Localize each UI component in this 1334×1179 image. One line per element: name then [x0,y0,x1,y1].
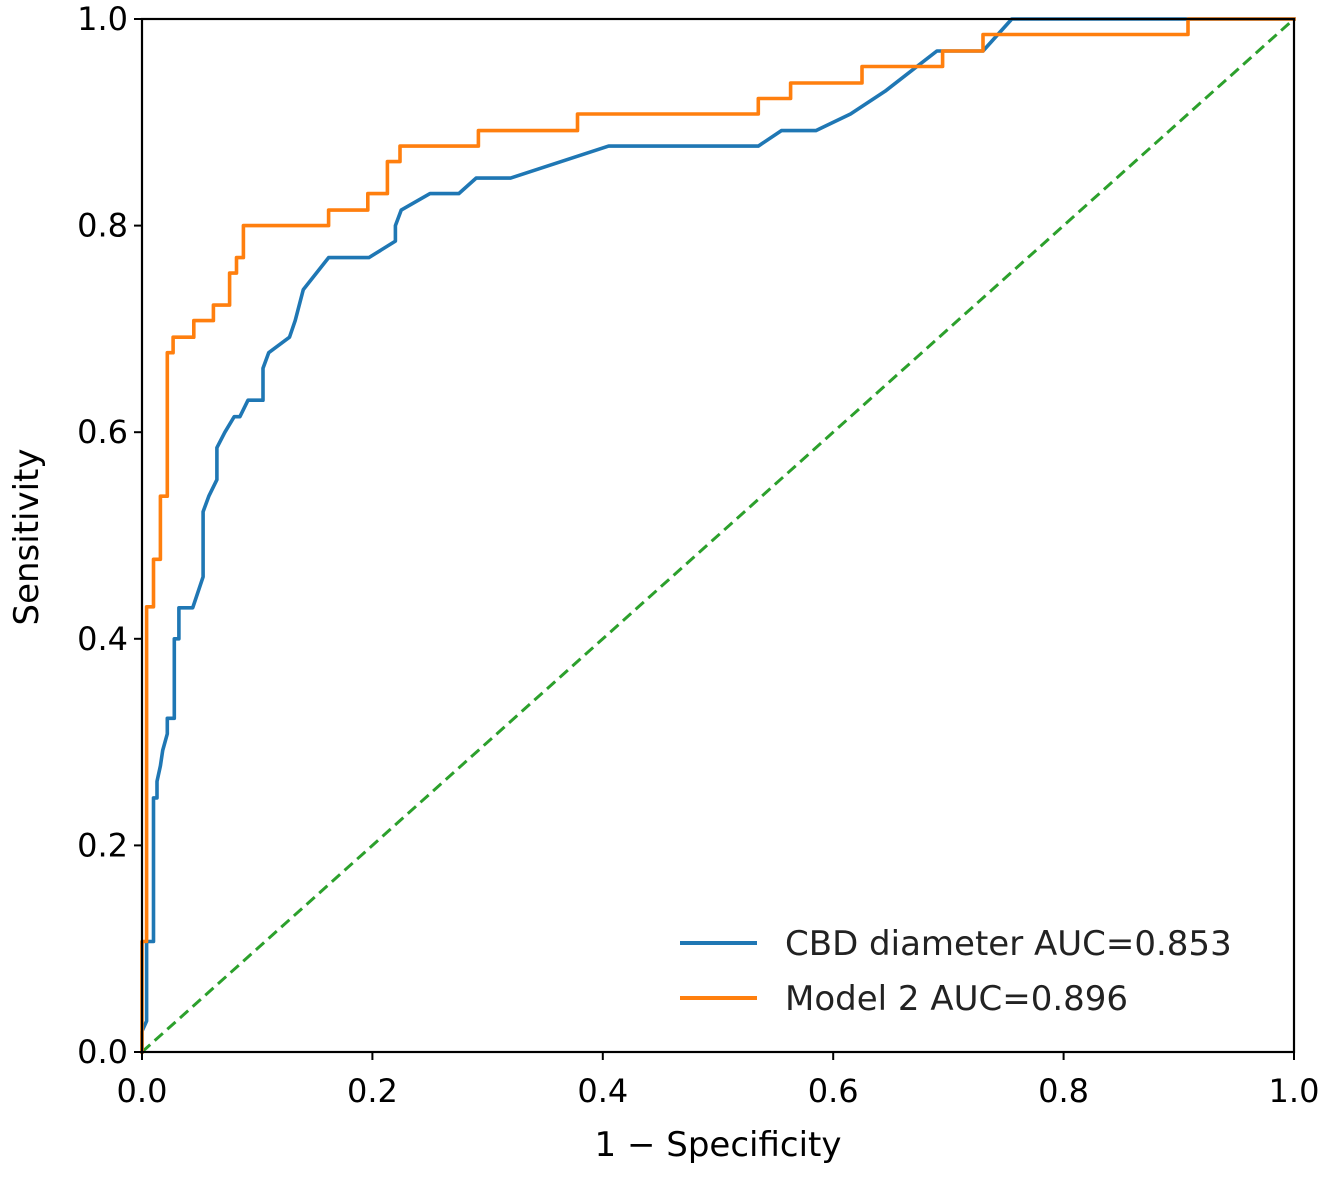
plot-frame [140,17,1296,1054]
series-line-cbd-diameter [140,17,1296,1054]
x-tick-label: 0.2 [347,1072,398,1110]
y-tick-label: 0.2 [77,826,128,864]
x-tick-label: 0.8 [1038,1072,1089,1110]
series-line-model-2 [140,17,1296,1054]
x-tick-label: 1.0 [1269,1072,1320,1110]
x-axis-title: 1 − Specificity [595,1125,842,1165]
y-tick-label: 0.4 [77,620,128,658]
legend-label-model-2: Model 2 AUC=0.896 [785,979,1128,1019]
y-tick-label: 0.6 [77,413,128,451]
y-tick-label: 0.8 [77,207,128,245]
legend: CBD diameter AUC=0.853 Model 2 AUC=0.896 [680,924,1232,1019]
y-tick-label: 1.0 [77,0,128,38]
x-axis: 0.0 0.2 0.4 0.6 0.8 1.0 [117,1052,1320,1110]
y-axis: 0.0 0.2 0.4 0.6 0.8 1.0 [77,0,142,1071]
y-tick-label: 0.0 [77,1033,128,1071]
reference-diagonal-line [140,17,1296,1054]
x-tick-label: 0.4 [577,1072,628,1110]
plot-lines [140,17,1296,1054]
legend-label-cbd-diameter: CBD diameter AUC=0.853 [785,924,1232,964]
x-tick-label: 0.6 [808,1072,859,1110]
x-tick-label: 0.0 [117,1072,168,1110]
y-axis-title: Sensitivity [7,448,47,625]
